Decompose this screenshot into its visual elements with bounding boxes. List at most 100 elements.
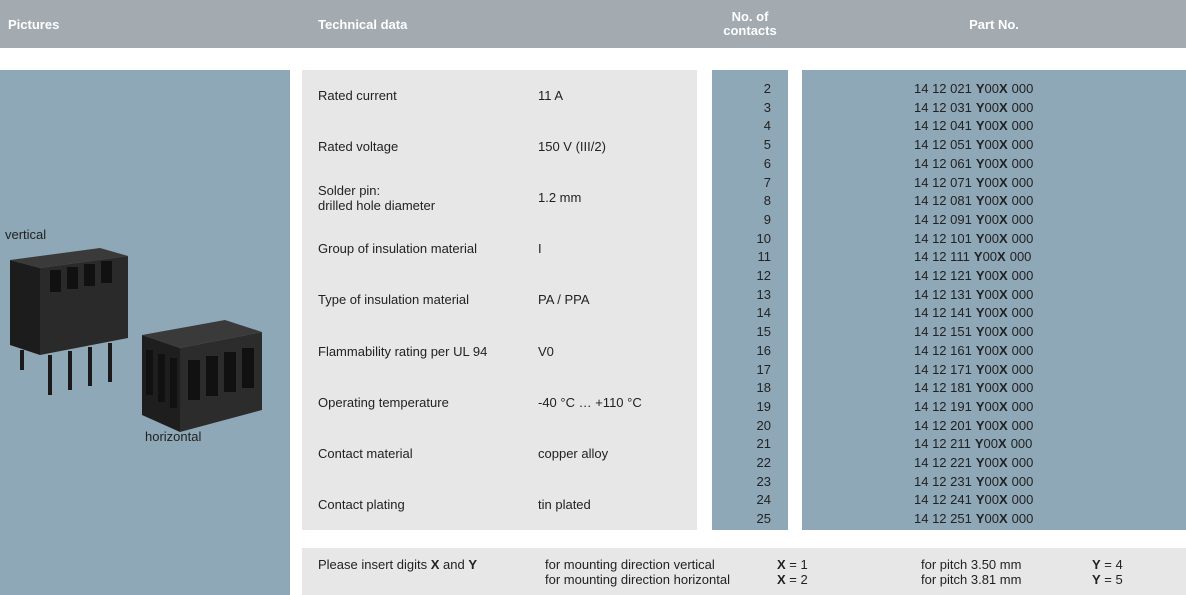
- part-end: 000: [1012, 156, 1034, 171]
- instruction-x: X: [431, 557, 440, 572]
- contact-count: 25: [757, 510, 771, 529]
- tech-label-line: Rated voltage: [318, 139, 398, 154]
- part-end: 000: [1012, 399, 1034, 414]
- header-pictures: Pictures: [8, 0, 59, 48]
- tech-label: Type of insulation material: [318, 292, 469, 307]
- pitch: for pitch 3.50 mm: [921, 557, 1021, 572]
- tech-value: I: [538, 241, 542, 256]
- part-base: 14 12 091: [914, 212, 972, 227]
- part-zeros: 00: [985, 418, 999, 433]
- part-y: Y: [975, 436, 984, 451]
- part-y: Y: [976, 118, 985, 133]
- page-body: { "header": {"pictures": "Pictures", "te…: [0, 0, 1186, 595]
- part-y: Y: [976, 380, 985, 395]
- contact-count: 14: [757, 304, 771, 323]
- tech-value: PA / PPA: [538, 292, 590, 307]
- part-base: 14 12 161: [914, 343, 972, 358]
- contact-count: 21: [757, 435, 771, 454]
- part-y: Y: [976, 399, 985, 414]
- footer-panel: Please insert digits X and Y for mountin…: [302, 548, 1186, 595]
- part-end: 000: [1012, 380, 1034, 395]
- tech-value: V0: [538, 344, 554, 359]
- part-y: Y: [976, 212, 985, 227]
- part-end: 000: [1012, 137, 1034, 152]
- part-x: X: [999, 343, 1008, 358]
- y-symbol: Y: [1092, 572, 1101, 587]
- part-base: 14 12 031: [914, 100, 972, 115]
- part-zeros: 00: [985, 399, 999, 414]
- part-x: X: [999, 455, 1008, 470]
- tech-label: Rated voltage: [318, 139, 398, 154]
- tech-label-line: Rated current: [318, 88, 397, 103]
- x-value: X = 1: [777, 557, 808, 572]
- x-symbol: X: [777, 557, 786, 572]
- contact-count: 4: [764, 117, 771, 136]
- part-y: Y: [976, 156, 985, 171]
- part-y: Y: [976, 287, 985, 302]
- part-end: 000: [1012, 175, 1034, 190]
- part-zeros: 00: [985, 193, 999, 208]
- part-y: Y: [976, 455, 985, 470]
- contact-count: 17: [757, 361, 771, 380]
- part-y: Y: [976, 511, 985, 526]
- contact-count: 11: [758, 248, 772, 267]
- part-zeros: 00: [985, 156, 999, 171]
- part-y: Y: [976, 305, 985, 320]
- direction: for mounting direction vertical: [545, 557, 730, 572]
- contact-count: 12: [757, 267, 771, 286]
- part-x: X: [999, 492, 1008, 507]
- part-end: 000: [1012, 305, 1034, 320]
- part-zeros: 00: [985, 455, 999, 470]
- part-zeros: 00: [985, 287, 999, 302]
- part-end: 000: [1011, 436, 1033, 451]
- x-rest: = 2: [789, 572, 807, 587]
- contact-count: 2: [764, 80, 771, 99]
- part-x: X: [999, 193, 1008, 208]
- vertical-connector: [10, 248, 128, 395]
- x-rest: = 1: [789, 557, 807, 572]
- part-zeros: 00: [985, 100, 999, 115]
- part-zeros: 00: [985, 324, 999, 339]
- tech-label-line: Flammability rating per UL 94: [318, 344, 487, 359]
- horizontal-connector: [142, 320, 262, 432]
- contact-count: 7: [764, 174, 771, 193]
- contact-count: 3: [764, 99, 771, 118]
- part-zeros: 00: [985, 118, 999, 133]
- part-end: 000: [1012, 212, 1034, 227]
- part-x: X: [999, 268, 1008, 283]
- part-zeros: 00: [985, 380, 999, 395]
- part-base: 14 12 211: [914, 436, 971, 451]
- part-y: Y: [976, 137, 985, 152]
- y-values: Y = 4 Y = 5: [1092, 557, 1123, 587]
- tech-value: copper alloy: [538, 446, 608, 461]
- contact-count: 16: [757, 342, 771, 361]
- contact-count: 23: [757, 473, 771, 492]
- part-x: X: [999, 418, 1008, 433]
- contact-count: 9: [764, 211, 771, 230]
- contact-count: 20: [757, 417, 771, 436]
- part-x: X: [999, 100, 1008, 115]
- part-base: 14 12 121: [914, 268, 972, 283]
- part-base: 14 12 241: [914, 492, 972, 507]
- part-end: 000: [1012, 455, 1034, 470]
- part-end: 000: [1012, 287, 1034, 302]
- part-base: 14 12 151: [914, 324, 972, 339]
- part-x: X: [997, 249, 1006, 264]
